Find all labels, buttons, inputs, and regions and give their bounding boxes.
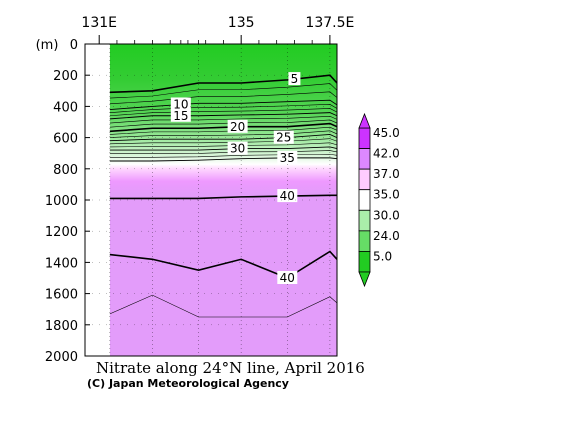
colorbar-bottom-arrow bbox=[358, 271, 371, 288]
contour-minor bbox=[109, 130, 338, 138]
x-tick-label: 131E bbox=[81, 15, 117, 31]
contour-label-bg bbox=[227, 141, 248, 155]
contour-label-bg bbox=[277, 271, 298, 284]
contour-40 bbox=[109, 250, 338, 279]
x-tick-label: 135 bbox=[228, 15, 255, 31]
contour-label-bg bbox=[288, 72, 301, 86]
contour-5 bbox=[109, 74, 338, 94]
colorbar-segment bbox=[358, 189, 371, 211]
contour-label-bg bbox=[277, 189, 298, 203]
contour-label: 20 bbox=[230, 120, 245, 134]
colorbar-segment bbox=[358, 251, 371, 273]
contour-minor bbox=[109, 115, 338, 124]
contour-label: 25 bbox=[276, 131, 291, 145]
y-axis-label: (m) bbox=[36, 38, 59, 53]
colorbar-segment bbox=[358, 127, 371, 149]
copyright-credit: (C) Japan Meteorological Agency bbox=[87, 377, 289, 390]
colorbar-segment bbox=[358, 230, 371, 252]
y-tick-label: 200 bbox=[53, 69, 78, 84]
x-axis-labels: 131E 135 137.5E bbox=[81, 15, 354, 31]
y-tick-label: 1600 bbox=[45, 288, 78, 303]
contour-label-bg bbox=[170, 108, 191, 122]
contour-minor bbox=[109, 91, 338, 105]
colorbar-label: 42.0 bbox=[373, 147, 400, 161]
station-grid-dots bbox=[109, 44, 331, 356]
contour-label: 5 bbox=[291, 72, 299, 86]
contour-minor bbox=[109, 104, 338, 113]
y-axis: 0 200 400 600 800 1000 1200 1400 1600 1800 2000 bbox=[45, 38, 337, 365]
y-tick-label: 800 bbox=[53, 163, 78, 178]
colorbar-label: 37.0 bbox=[373, 167, 400, 181]
contour-label: 10 bbox=[173, 97, 188, 111]
colorbar-segment bbox=[358, 168, 371, 191]
contour-10 bbox=[109, 99, 338, 110]
colorbar-label: 45.0 bbox=[373, 126, 400, 140]
y-tick-label: 0 bbox=[70, 38, 78, 53]
y-tick-label: 1800 bbox=[45, 319, 78, 334]
colorbar-label: 5.0 bbox=[373, 249, 392, 263]
contour-lines bbox=[109, 74, 338, 318]
colorbar-segment bbox=[358, 209, 371, 232]
y-tick-label: 1200 bbox=[45, 225, 78, 240]
contour-minor bbox=[109, 83, 338, 99]
contour-label-bg bbox=[227, 119, 248, 133]
contour-40 bbox=[109, 194, 337, 200]
y-tick-label: 600 bbox=[53, 132, 78, 147]
contour-minor bbox=[109, 108, 338, 117]
colorbar-label: 35.0 bbox=[373, 188, 400, 202]
contour-label-bg bbox=[277, 150, 298, 164]
contour-label: 35 bbox=[280, 151, 295, 165]
contour-label-bg bbox=[273, 130, 294, 144]
contour-label-bg bbox=[170, 97, 191, 111]
chart-title: Nitrate along 24°N line, April 2016 bbox=[96, 359, 365, 377]
colorbar: 45.0 42.0 37.0 35.0 30.0 24.0 5.0 bbox=[358, 112, 400, 288]
contour-label: 40 bbox=[280, 271, 295, 285]
colorbar-top-arrow bbox=[358, 112, 371, 129]
y-tick-label: 1400 bbox=[45, 256, 78, 271]
contour-15 bbox=[109, 112, 338, 120]
x-tick-label: 137.5E bbox=[305, 15, 354, 31]
top-axis-ticks bbox=[98, 35, 331, 44]
contour-25 bbox=[109, 134, 338, 142]
contour-minor bbox=[109, 153, 338, 158]
contour-label: 40 bbox=[280, 189, 295, 203]
y-tick-label: 400 bbox=[53, 100, 78, 115]
contour-35 bbox=[109, 157, 338, 162]
colorbar-label: 30.0 bbox=[373, 208, 400, 222]
y-tick-label: 2000 bbox=[45, 350, 78, 365]
contour-label: 30 bbox=[230, 142, 245, 156]
y-tick-label: 1000 bbox=[45, 194, 78, 209]
colorbar-label: 24.0 bbox=[373, 229, 400, 243]
contour-label: 15 bbox=[173, 109, 188, 123]
contour-deep bbox=[109, 294, 338, 318]
colorbar-segment bbox=[358, 148, 371, 170]
